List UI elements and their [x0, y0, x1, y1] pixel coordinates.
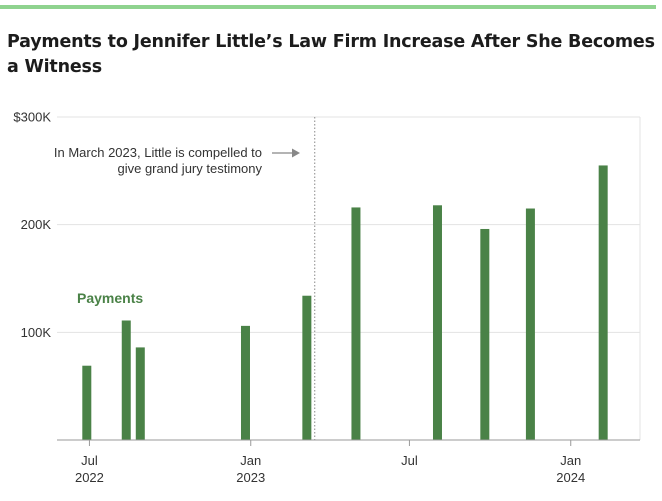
- x-tick-year-label: 2022: [75, 470, 104, 485]
- y-tick-label: $300K: [13, 110, 51, 125]
- bar: [480, 228, 490, 440]
- bar: [121, 320, 131, 440]
- bar: [525, 208, 535, 440]
- bars: Payments: [77, 165, 608, 440]
- annotation-arrow-head: [292, 148, 300, 158]
- x-tick-month-label: Jul: [401, 453, 418, 468]
- y-tick-label: 100K: [21, 325, 52, 340]
- x-tick-month-label: Jan: [560, 453, 581, 468]
- series-label-payments: Payments: [77, 290, 143, 306]
- bar: [598, 165, 608, 440]
- bar: [82, 365, 92, 440]
- bar: [432, 205, 442, 440]
- annotation-text-line: give grand jury testimony: [117, 161, 262, 176]
- x-tick-month-label: Jan: [240, 453, 261, 468]
- bar: [240, 325, 250, 440]
- grid-lines: [57, 116, 641, 440]
- y-tick-label: 200K: [21, 217, 52, 232]
- top-accent-rule: [0, 5, 656, 9]
- annotation: In March 2023, Little is compelled togiv…: [54, 117, 316, 440]
- bar: [135, 347, 145, 440]
- bar: [351, 207, 361, 440]
- bar: [302, 295, 312, 440]
- chart-title: Payments to Jennifer Little’s Law Firm I…: [7, 32, 655, 77]
- x-tick-year-label: 2024: [556, 470, 585, 485]
- x-tick-month-label: Jul: [81, 453, 98, 468]
- axes: $300K 200K 100K Jul 2022 Jan 2023 Jul Jan 2024: [13, 110, 640, 485]
- annotation-text-line: In March 2023, Little is compelled to: [54, 145, 262, 160]
- x-tick-year-label: 2023: [236, 470, 265, 485]
